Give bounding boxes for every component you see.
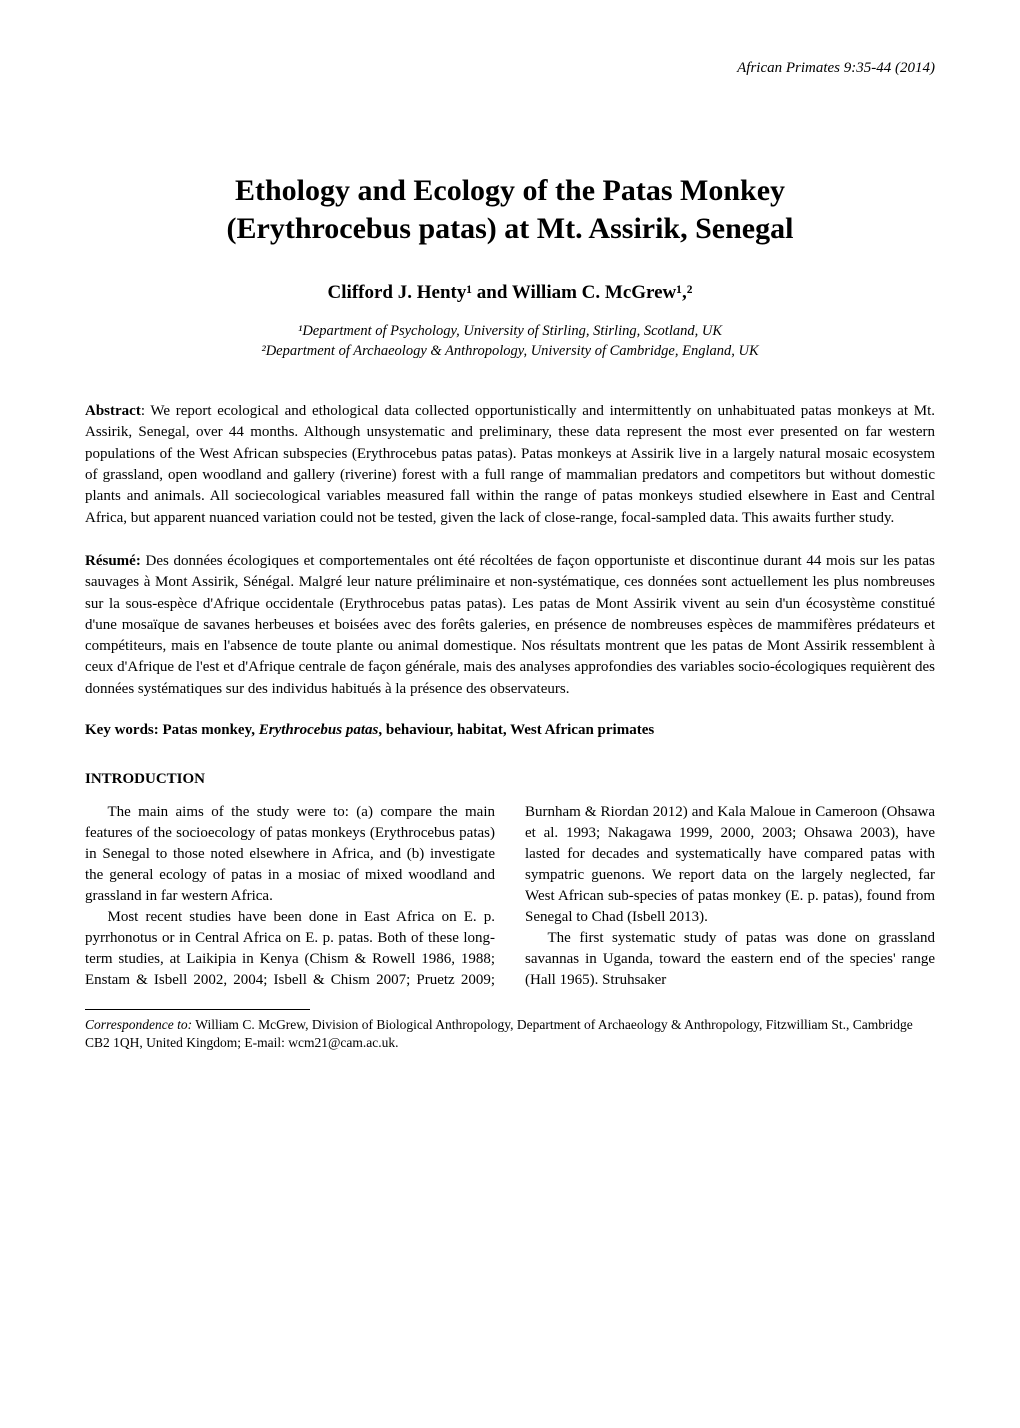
authors-line: Clifford J. Henty¹ and William C. McGrew…	[85, 282, 935, 304]
resume-label: Résumé:	[85, 553, 141, 569]
running-header-citation: African Primates 9:35-44 (2014)	[85, 60, 935, 77]
affiliation-1: ¹Department of Psychology, University of…	[298, 323, 722, 339]
correspondence-label: Correspondence to:	[85, 1017, 192, 1032]
introduction-heading: INTRODUCTION	[85, 771, 935, 788]
affiliation-2: ²Department of Archaeology & Anthropolog…	[261, 343, 758, 359]
keywords-suffix: , behaviour, habitat, West African prima…	[378, 722, 654, 738]
intro-paragraph-3: The first systematic study of patas was …	[525, 928, 935, 991]
keywords-species-italic: Erythrocebus patas	[259, 722, 379, 738]
affiliations-block: ¹Department of Psychology, University of…	[85, 322, 935, 361]
article-title: Ethology and Ecology of the Patas Monkey…	[85, 172, 935, 247]
keywords-prefix: Key words: Patas monkey,	[85, 722, 259, 738]
title-line-2: (Erythrocebus patas) at Mt. Assirik, Sen…	[227, 212, 794, 245]
keywords-line: Key words: Patas monkey, Erythrocebus pa…	[85, 722, 935, 739]
abstract-label: Abstract	[85, 403, 141, 419]
footnote-rule	[85, 1009, 310, 1010]
abstract-text: : We report ecological and ethological d…	[85, 403, 935, 525]
abstract-block: Abstract: We report ecological and ethol…	[85, 401, 935, 529]
resume-text: Des données écologiques et comportementa…	[85, 553, 935, 697]
correspondence-text: William C. McGrew, Division of Biologica…	[85, 1017, 913, 1050]
intro-paragraph-1: The main aims of the study were to: (a) …	[85, 802, 495, 907]
resume-block: Résumé: Des données écologiques et compo…	[85, 551, 935, 700]
title-line-1: Ethology and Ecology of the Patas Monkey	[235, 174, 785, 207]
correspondence-footer: Correspondence to: William C. McGrew, Di…	[85, 1016, 935, 1052]
body-text-columns: The main aims of the study were to: (a) …	[85, 802, 935, 991]
